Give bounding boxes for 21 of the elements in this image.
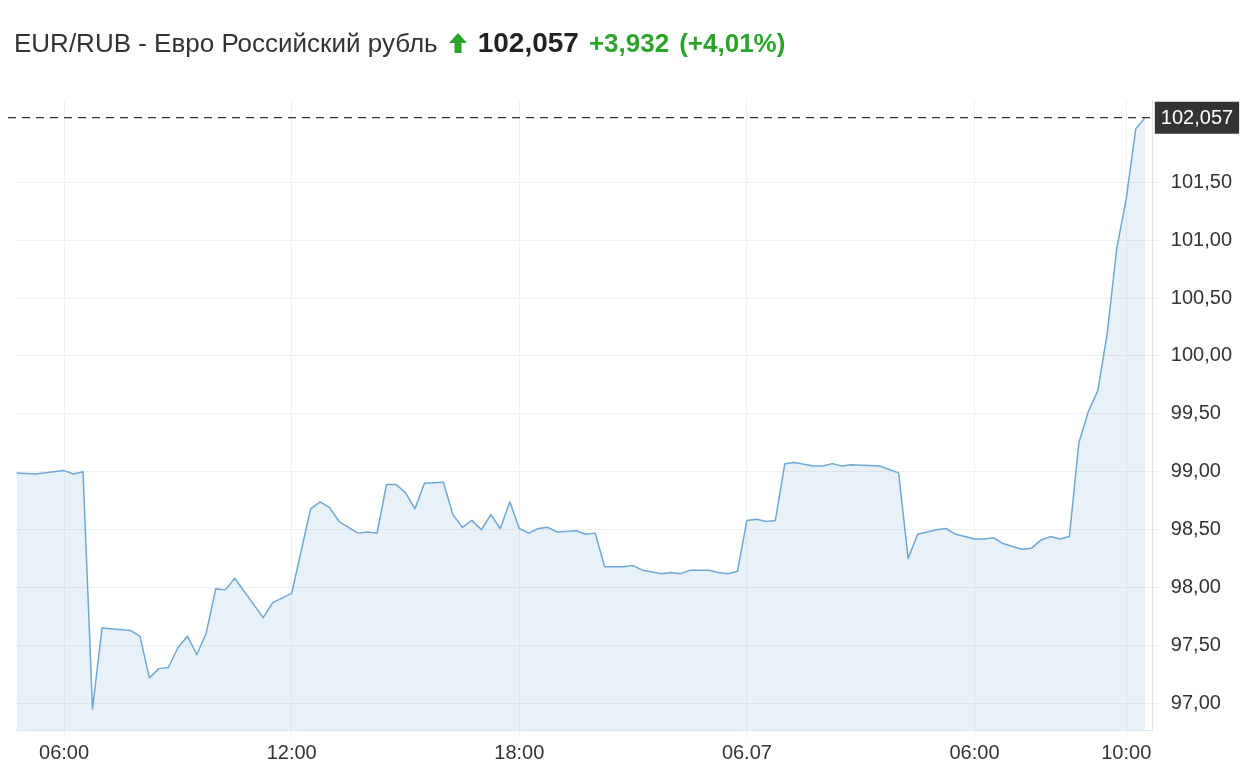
x-tick-label: 12:00 <box>266 740 317 763</box>
y-tick-label: 97,00 <box>1170 690 1221 713</box>
x-tick-label: 18:00 <box>494 740 545 763</box>
y-tick-label: 99,00 <box>1170 459 1221 482</box>
y-tick-label: 97,50 <box>1170 632 1221 655</box>
y-tick-label: 101,00 <box>1170 227 1232 250</box>
x-tick-label: 06:00 <box>39 740 90 763</box>
x-tick-label: 06:00 <box>949 740 1000 763</box>
text: +3,932 <box>588 27 670 59</box>
x-tick-label: 10:00 <box>1101 740 1152 763</box>
y-tick-label: 98,50 <box>1170 517 1221 540</box>
y-tick-label: 100,00 <box>1170 343 1232 366</box>
ref-line-label: 102,057 <box>1160 106 1234 129</box>
y-tick-label: 100,50 <box>1170 285 1232 308</box>
y-tick-label: 98,00 <box>1170 575 1221 598</box>
y-tick-label: 101,50 <box>1170 169 1232 192</box>
text: (+4,01%) <box>679 27 786 59</box>
y-tick-label: 99,50 <box>1170 401 1221 424</box>
x-tick-label: 06.07 <box>721 740 772 763</box>
text: 102,057 <box>477 27 579 59</box>
chart-title: EUR/RUB - Евро Российский рубль <box>14 27 438 59</box>
